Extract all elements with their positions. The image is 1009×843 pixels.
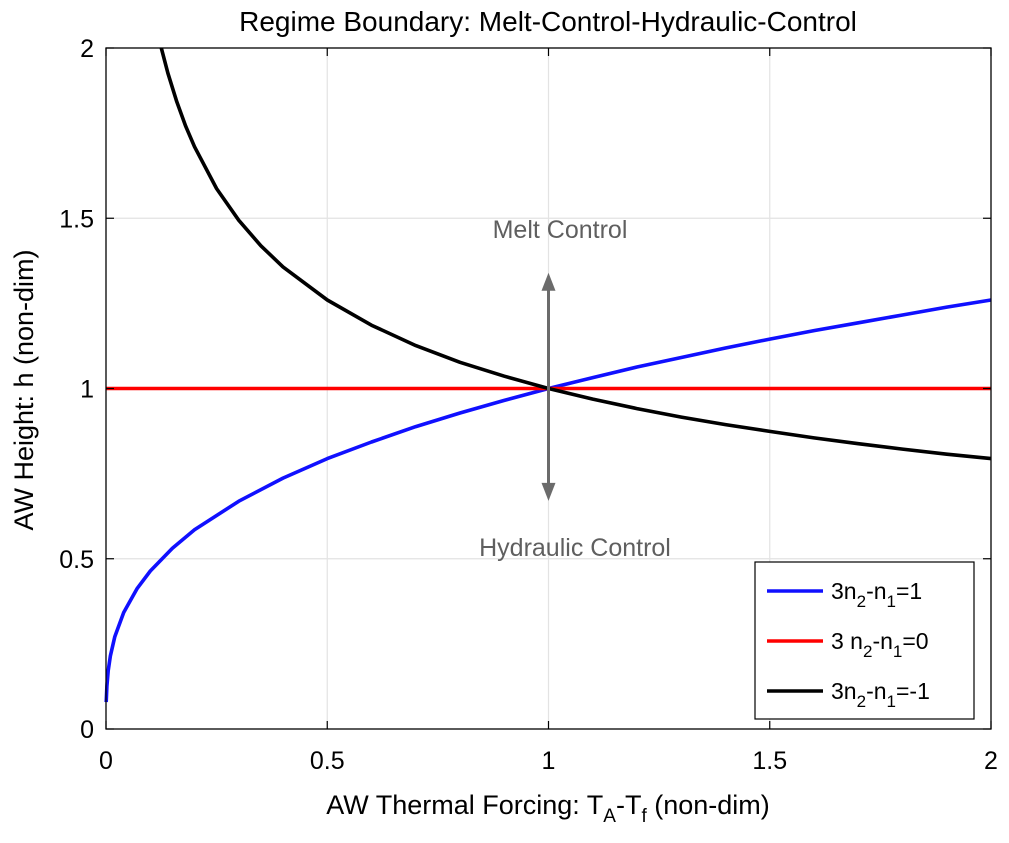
x-tick-label-3: 1.5 (752, 747, 787, 775)
axis-ticks: 0 0.5 1 1.5 2 0 0.5 1 1.5 2 (59, 35, 998, 775)
series-line-2 (159, 47, 992, 461)
arrow-head-down (541, 482, 556, 501)
y-tick-label-3: 1.5 (59, 205, 94, 233)
y-tick-label-1: 0.5 (59, 546, 94, 574)
x-tick-label-4: 2 (984, 747, 998, 775)
arrow-head-up (541, 272, 556, 291)
y-axis-label: AW Height: h (non-dim) (9, 249, 39, 530)
legend-label-2: 3n2-n1=-1 (831, 678, 930, 711)
x-tick-label-1: 0.5 (310, 747, 345, 775)
legend: 3n2-n1=1 3 n2-n1=0 3n2-n1=-1 (754, 561, 975, 720)
series-line-0 (104, 298, 992, 703)
double-arrow (541, 272, 556, 501)
y-tick-label-2: 1 (80, 376, 94, 404)
legend-label-1: 3 n2-n1=0 (831, 628, 929, 661)
x-tick-label-2: 1 (542, 747, 556, 775)
x-axis-label: AW Thermal Forcing: TA-Tf (non-dim) (326, 790, 770, 827)
annotations: Melt Control Hydraulic Control (479, 216, 671, 562)
legend-label-0: 3n2-n1=1 (831, 578, 922, 611)
annotation-1: Hydraulic Control (479, 534, 671, 562)
annotation-0: Melt Control (493, 216, 628, 244)
x-tick-label-0: 0 (99, 747, 113, 775)
y-tick-label-0: 0 (80, 716, 94, 744)
y-tick-label-4: 2 (80, 35, 94, 63)
chart-title: Regime Boundary: Melt-Control-Hydraulic-… (239, 6, 857, 37)
